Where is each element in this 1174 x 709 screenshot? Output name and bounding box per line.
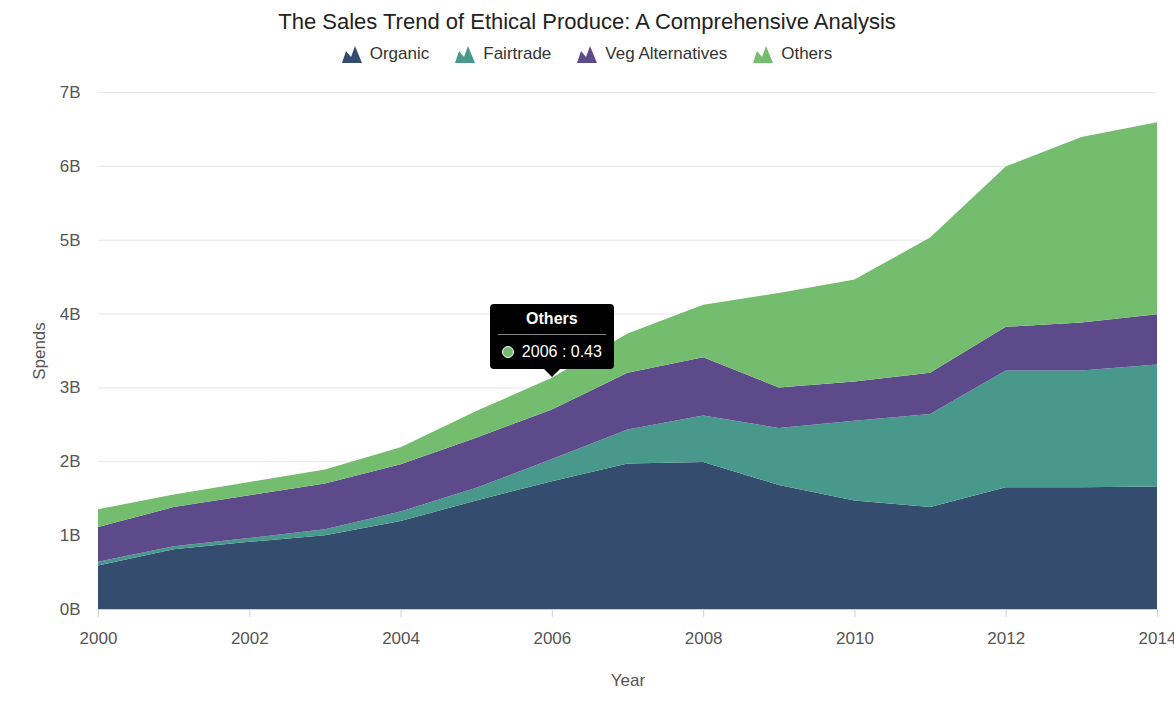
- svg-text:3B: 3B: [60, 378, 81, 397]
- html-text:2006 : 0.43: 2006 : 0.43: [521, 342, 602, 360]
- svg-text:Year: Year: [611, 671, 646, 690]
- svg-text:0B: 0B: [60, 600, 81, 619]
- svg-text:7B: 7B: [60, 83, 81, 102]
- html-text:Organic: Organic: [369, 44, 430, 63]
- svg-text:2B: 2B: [60, 452, 81, 471]
- svg-text:2004: 2004: [382, 629, 420, 648]
- html-text:Others: Others: [781, 44, 833, 63]
- html-text:Fairtrade: Fairtrade: [483, 44, 552, 63]
- svg-text:2010: 2010: [836, 629, 874, 648]
- svg-text:6B: 6B: [60, 157, 81, 176]
- svg-text:2008: 2008: [685, 629, 723, 648]
- svg-text:2012: 2012: [987, 629, 1025, 648]
- html-text:Veg Alternatives: Veg Alternatives: [605, 44, 728, 63]
- html-text:Others: Others: [526, 309, 578, 327]
- svg-text:2002: 2002: [231, 629, 269, 648]
- html-text:The Sales Trend of Ethical Pro: The Sales Trend of Ethical Produce: A Co…: [278, 9, 896, 34]
- svg-text:4B: 4B: [60, 305, 81, 324]
- svg-text:5B: 5B: [60, 231, 81, 250]
- svg-text:2006: 2006: [533, 629, 571, 648]
- svg-text:2014: 2014: [1139, 629, 1174, 648]
- svg-text:1B: 1B: [60, 526, 81, 545]
- svg-text:Spends: Spends: [30, 322, 49, 380]
- svg-text:2000: 2000: [80, 629, 118, 648]
